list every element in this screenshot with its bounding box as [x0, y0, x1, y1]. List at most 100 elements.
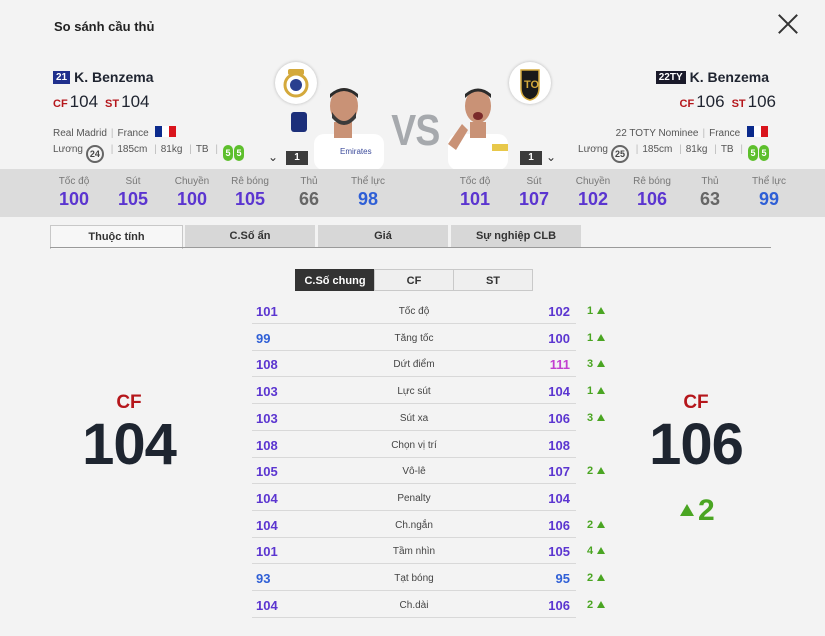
stat-value: 66	[298, 189, 320, 209]
stat-value: 107	[518, 189, 550, 209]
season-badge: 21	[53, 71, 71, 84]
big-diff: 2	[680, 494, 715, 528]
big-right-ovr: 106	[649, 412, 744, 477]
nation-name: France	[117, 128, 149, 139]
stat-value: 106	[636, 189, 668, 209]
left-summary-stat: Tốc độ 100	[46, 176, 102, 210]
left-summary-stat: Rê bóng 105	[222, 176, 278, 210]
diff-value: 2	[587, 572, 594, 584]
right-attribute-value: 102	[548, 304, 570, 319]
attribute-row: 108 Chọn vị trí 108	[252, 432, 576, 458]
left-attribute-value: 101	[256, 544, 278, 559]
attribute-row: 93 Tạt bóng 95	[252, 565, 576, 591]
attribute-row: 105 Vô-lê 107	[252, 458, 576, 484]
right-attribute-value: 95	[555, 571, 570, 586]
weight: 81kg	[160, 144, 183, 155]
stat-label: Chuyền	[575, 176, 611, 187]
position-label: CF	[53, 98, 68, 110]
tab-hidden-stats[interactable]: C.Số ẩn	[185, 225, 315, 248]
wage-badge: 25	[610, 145, 629, 163]
stat-label: Thủ	[701, 176, 719, 187]
attribute-diff: 4	[587, 545, 627, 557]
attribute-name: Ch.dài	[399, 600, 429, 611]
wage-label: Lương	[53, 144, 83, 155]
tab-club-career[interactable]: Sự nghiệp CLB	[451, 225, 581, 248]
left-summary-stat: Chuyền 100	[164, 176, 220, 210]
position-ovr: 104	[121, 92, 150, 111]
left-attribute-value: 105	[256, 464, 278, 479]
subtab-cf[interactable]: CF	[374, 269, 454, 291]
height: 185cm	[117, 144, 148, 155]
subtab-st[interactable]: ST	[453, 269, 533, 291]
attribute-diff: 3	[587, 358, 627, 370]
right-summary-stat: Tốc độ 101	[447, 176, 503, 210]
up-arrow-icon	[597, 601, 606, 608]
right-summary-stat: Sút 107	[506, 176, 562, 210]
skill-right-foot: 5	[759, 145, 769, 161]
club-name: Real Madrid	[53, 128, 107, 139]
right-attribute-value: 106	[548, 411, 570, 426]
france-flag-icon	[747, 126, 768, 137]
left-attribute-value: 104	[256, 518, 278, 533]
wage-label: Lương	[578, 144, 608, 155]
stat-value: 105	[234, 189, 266, 209]
skill-right-foot: 5	[233, 145, 244, 161]
attribute-diff: 2	[587, 465, 627, 477]
diff-value: 3	[587, 358, 594, 370]
big-left-ovr: 104	[82, 412, 177, 477]
up-arrow-icon	[597, 574, 606, 581]
stat-label: Tốc độ	[459, 176, 491, 187]
right-attribute-value: 106	[548, 518, 570, 533]
up-arrow-icon	[597, 360, 606, 367]
stat-label: Chuyền	[174, 176, 210, 187]
attribute-diff: 1	[587, 305, 627, 317]
diff-value: 3	[587, 412, 594, 424]
svg-text:Emirates: Emirates	[340, 147, 372, 156]
attribute-row: 99 Tăng tốc 100	[252, 325, 576, 351]
right-attribute-value: 108	[548, 438, 570, 453]
up-arrow-icon	[597, 414, 606, 421]
attribute-name: Tầm nhìn	[392, 546, 436, 557]
attribute-name: Penalty	[397, 493, 431, 504]
stat-label: Sút	[125, 176, 141, 187]
attribute-row: 101 Tầm nhìn 105	[252, 538, 576, 564]
close-icon[interactable]	[776, 12, 800, 36]
body-type: TB	[195, 144, 209, 155]
left-positions: CF 104 ST 104	[53, 92, 156, 112]
player-photo-left: Emirates	[306, 84, 388, 170]
vs-label: VS	[391, 106, 440, 155]
summary-stats-band	[0, 169, 825, 217]
up-arrow-icon	[597, 467, 606, 474]
left-info-row: Lương 24 | 185cm | 81kg | TB | 5 5	[53, 144, 244, 163]
left-attribute-value: 108	[256, 438, 278, 453]
attribute-row: 101 Tốc độ 102	[252, 298, 576, 324]
level-badge[interactable]: 1	[286, 151, 308, 165]
right-club-row: 22 TOTY Nominee | France	[616, 126, 768, 139]
subtab-general[interactable]: C.Số chung	[295, 269, 375, 291]
right-info-row: Lương 25 | 185cm | 81kg | TB | 5 5	[578, 144, 769, 163]
player-name: K. Benzema	[689, 69, 769, 85]
tab-price[interactable]: Giá	[318, 225, 448, 248]
diff-value: 4	[587, 545, 594, 557]
tab-attributes[interactable]: Thuộc tính	[50, 225, 183, 249]
up-arrow-icon	[597, 307, 606, 314]
attribute-row: 104 Ch.ngắn 106	[252, 512, 576, 538]
up-arrow-icon	[597, 334, 606, 341]
right-attribute-value: 105	[548, 544, 570, 559]
stat-value: 105	[117, 189, 149, 209]
skill-left-foot: 5	[222, 145, 233, 161]
right-attribute-value: 111	[549, 357, 570, 372]
attribute-diff: 2	[587, 572, 627, 584]
weight: 81kg	[685, 144, 708, 155]
attribute-name: Ch.ngắn	[395, 520, 433, 531]
level-badge[interactable]: 1	[520, 151, 542, 165]
left-attribute-value: 104	[256, 491, 278, 506]
right-attribute-value: 100	[548, 331, 570, 346]
chevron-down-icon[interactable]: ⌄	[546, 150, 557, 164]
position-ovr: 106	[696, 92, 725, 111]
stat-value: 102	[577, 189, 609, 209]
big-right-position: CF	[683, 392, 709, 413]
up-arrow-icon	[597, 547, 606, 554]
chevron-down-icon[interactable]: ⌄	[268, 150, 279, 164]
attribute-diff: 3	[587, 412, 627, 424]
